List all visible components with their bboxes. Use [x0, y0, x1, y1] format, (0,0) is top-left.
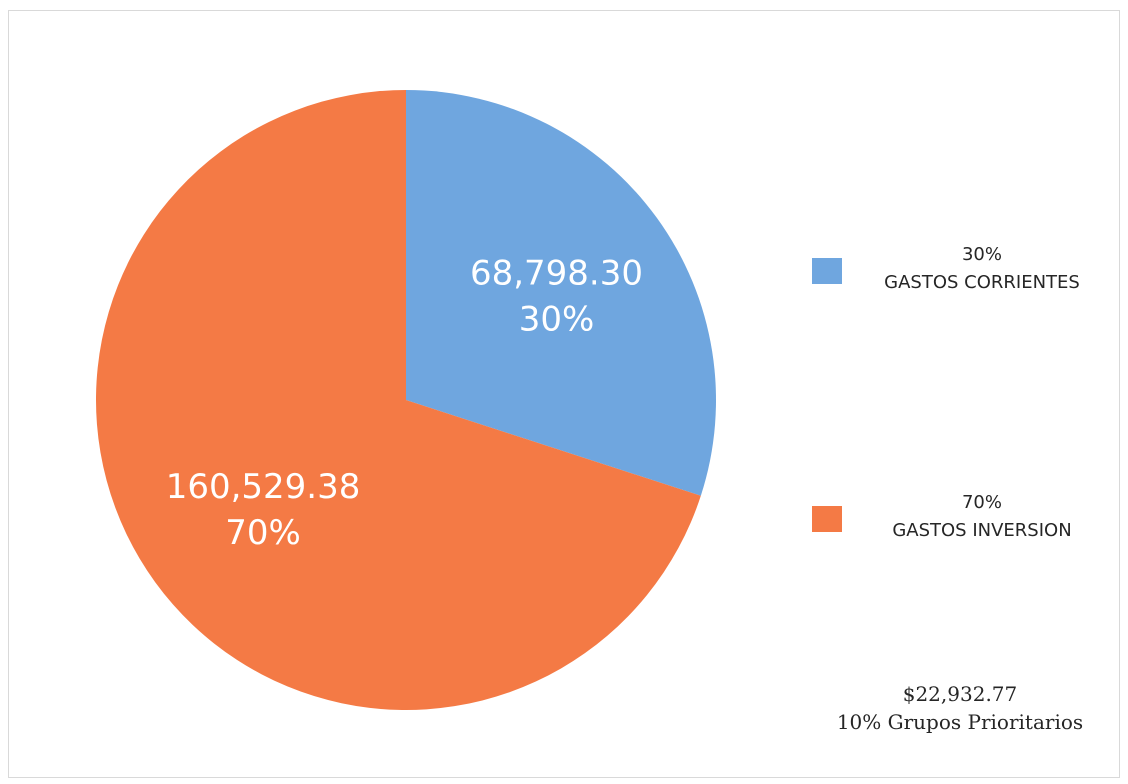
note-amount: $22,932.77 [902, 682, 1018, 706]
priority-groups-note: $22,932.77 10% Grupos Prioritarios [810, 680, 1110, 736]
legend-swatch-gastos-corrientes [812, 258, 842, 284]
pie-slice-labels: 68,798.30 30% 160,529.38 70% [166, 254, 643, 553]
legend-item-gastos-corrientes: 30% GASTOS CORRIENTES [812, 238, 1112, 298]
legend-item-gastos-inversion: 70% GASTOS INVERSION [812, 486, 1112, 546]
legend-swatch-gastos-inversion [812, 506, 842, 532]
legend-label-gastos-inversion: GASTOS INVERSION [892, 520, 1072, 541]
legend-label-gastos-corrientes: GASTOS CORRIENTES [884, 272, 1080, 293]
slice-value-label-gastos-corrientes: 68,798.30 [470, 254, 643, 294]
slice-percent-label-gastos-inversion: 70% [225, 513, 301, 553]
slice-percent-label-gastos-corrientes: 30% [519, 300, 595, 340]
pie-slices [95, 90, 716, 710]
legend-percent-gastos-inversion: 70% [961, 492, 1002, 513]
legend-percent-gastos-corrientes: 30% [961, 244, 1002, 265]
slice-value-label-gastos-inversion: 160,529.38 [166, 467, 361, 507]
pie-slice-gastos-corrientes [406, 90, 716, 496]
pie-slice-gastos-inversion [95, 90, 701, 710]
note-description: 10% Grupos Prioritarios [836, 710, 1084, 734]
